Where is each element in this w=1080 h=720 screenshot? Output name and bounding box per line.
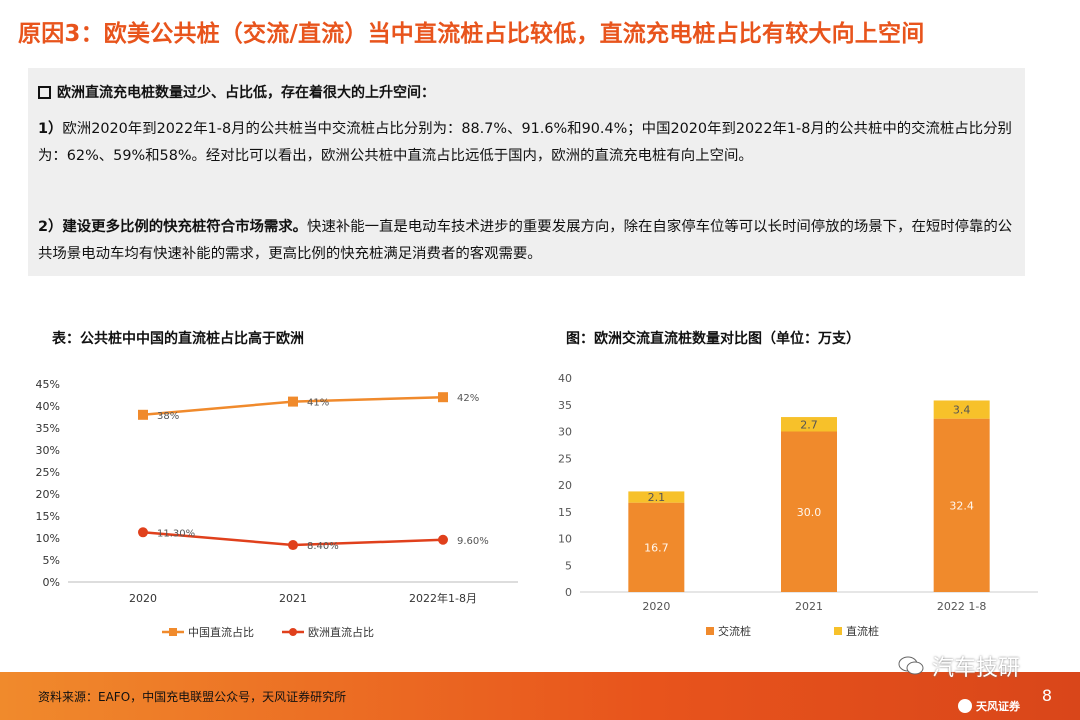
y-tick-label: 30% bbox=[36, 444, 60, 457]
data-label: 32.4 bbox=[949, 499, 974, 512]
data-point bbox=[138, 409, 148, 420]
y-tick-label: 0% bbox=[43, 576, 60, 589]
bar-segment bbox=[933, 418, 990, 592]
bar-segment bbox=[781, 417, 837, 432]
data-label: 2.7 bbox=[800, 418, 818, 431]
line-chart-title: 表：公共桩中中国的直流桩占比高于欧洲 bbox=[52, 331, 304, 347]
data-label: 42% bbox=[457, 393, 479, 404]
data-label: 2.1 bbox=[648, 491, 666, 504]
summary-panel: 欧洲直流充电桩数量过少、占比低，存在着很大的上升空间： 1）欧洲2020年到20… bbox=[28, 68, 1025, 276]
legend-label: 直流桩 bbox=[846, 624, 879, 638]
y-tick-label: 5 bbox=[565, 559, 572, 572]
y-tick-label: 45% bbox=[36, 378, 60, 391]
wechat-icon bbox=[898, 656, 924, 675]
y-tick-label: 10 bbox=[558, 533, 572, 546]
watermark-text: 汽车技研 bbox=[932, 656, 1021, 681]
x-tick-label: 2021 bbox=[795, 600, 823, 613]
bar-chart: 0 5 10 15 20 25 30 35 40 16.7 2.1 2020 30.0 2.7 2021 32… bbox=[558, 372, 1038, 638]
y-tick-label: 5% bbox=[43, 554, 60, 567]
y-tick-label: 25% bbox=[36, 466, 60, 479]
bar-segment bbox=[933, 400, 990, 419]
brand-logo: 天风证券 bbox=[958, 698, 1020, 714]
legend-label: 中国直流占比 bbox=[188, 625, 254, 639]
bar-chart-title: 图：欧洲交流直流桩数量对比图（单位：万支） bbox=[566, 331, 860, 347]
watermark: 汽车技研 bbox=[898, 650, 1020, 682]
legend-swatch bbox=[834, 627, 842, 635]
legend-label: 交流桩 bbox=[718, 624, 751, 638]
x-tick-label: 2020 bbox=[129, 592, 157, 605]
footer-bar: 资料来源：EAFO，中国充电联盟公众号，天风证券研究所 天风证券 8 bbox=[0, 672, 1080, 720]
legend-marker bbox=[169, 628, 177, 636]
bar-segment bbox=[628, 502, 685, 592]
data-label: 3.4 bbox=[953, 404, 971, 417]
y-tick-label: 10% bbox=[36, 532, 60, 545]
x-tick-label: 2022年1-8月 bbox=[409, 591, 477, 605]
y-tick-label: 25 bbox=[558, 452, 572, 465]
data-label: 9.60% bbox=[457, 536, 489, 547]
data-label: 41% bbox=[307, 398, 329, 409]
legend-label: 欧洲直流占比 bbox=[308, 625, 374, 639]
data-point bbox=[288, 396, 298, 407]
y-tick-label: 35 bbox=[558, 399, 572, 412]
y-tick-label: 0 bbox=[565, 586, 572, 599]
line-chart: 0% 5% 10% 15% 20% 25% 30% 35% 40% 45% 2020 2021 2022… bbox=[36, 378, 518, 639]
x-tick-label: 2021 bbox=[279, 592, 307, 605]
paragraph-2-lead: 2）建设更多比例的快充桩符合市场需求。 bbox=[38, 219, 308, 235]
y-tick-label: 35% bbox=[36, 422, 60, 435]
source-note: 资料来源：EAFO，中国充电联盟公众号，天风证券研究所 bbox=[38, 690, 347, 704]
x-tick-label: 2022 1-8 bbox=[937, 600, 986, 613]
paragraph-2-text: 快速补能一直是电动车技术进步的重要发展方向，除在自家停车位等可以长时间停放的场景… bbox=[38, 219, 1013, 262]
legend-swatch bbox=[706, 627, 714, 635]
square-bullet-icon bbox=[38, 85, 51, 99]
data-point bbox=[288, 540, 298, 551]
paragraph-1-lead: 1） bbox=[38, 121, 63, 137]
data-point bbox=[438, 534, 448, 545]
brand-name: 天风证券 bbox=[976, 700, 1020, 713]
x-tick-label: 2020 bbox=[642, 600, 670, 613]
paragraph-2: 2）建设更多比例的快充桩符合市场需求。快速补能一直是电动车技术进步的重要发展方向… bbox=[38, 214, 1016, 268]
data-label: 11.30% bbox=[157, 528, 195, 539]
brand-icon bbox=[958, 699, 972, 713]
panel-heading: 欧洲直流充电桩数量过少、占比低，存在着很大的上升空间： bbox=[38, 82, 435, 102]
y-tick-label: 40% bbox=[36, 400, 60, 413]
y-tick-label: 40 bbox=[558, 372, 572, 385]
page-number: 8 bbox=[1041, 686, 1052, 705]
bar-segment bbox=[781, 431, 837, 592]
y-tick-label: 20 bbox=[558, 479, 572, 492]
data-label: 38% bbox=[157, 411, 179, 422]
paragraph-1-text: 欧洲2020年到2022年1-8月的公共桩当中交流桩占比分别为：88.7%、91… bbox=[38, 121, 1012, 164]
data-label: 8.40% bbox=[307, 541, 339, 552]
bar-segment bbox=[628, 491, 685, 503]
y-tick-label: 30 bbox=[558, 426, 572, 439]
panel-heading-text: 欧洲直流充电桩数量过少、占比低，存在着很大的上升空间： bbox=[57, 85, 435, 101]
y-tick-label: 20% bbox=[36, 488, 60, 501]
page-title: 原因3：欧美公共桩（交流/直流）当中直流桩占比较低，直流充电桩占比有较大向上空间 bbox=[18, 21, 925, 47]
data-label: 30.0 bbox=[797, 506, 822, 519]
data-point bbox=[438, 392, 448, 403]
y-tick-label: 15 bbox=[558, 506, 572, 519]
y-tick-label: 15% bbox=[36, 510, 60, 523]
data-label: 16.7 bbox=[644, 541, 669, 554]
legend-marker bbox=[289, 628, 297, 636]
data-point bbox=[138, 527, 148, 538]
paragraph-1: 1）欧洲2020年到2022年1-8月的公共桩当中交流桩占比分别为：88.7%、… bbox=[38, 116, 1016, 170]
